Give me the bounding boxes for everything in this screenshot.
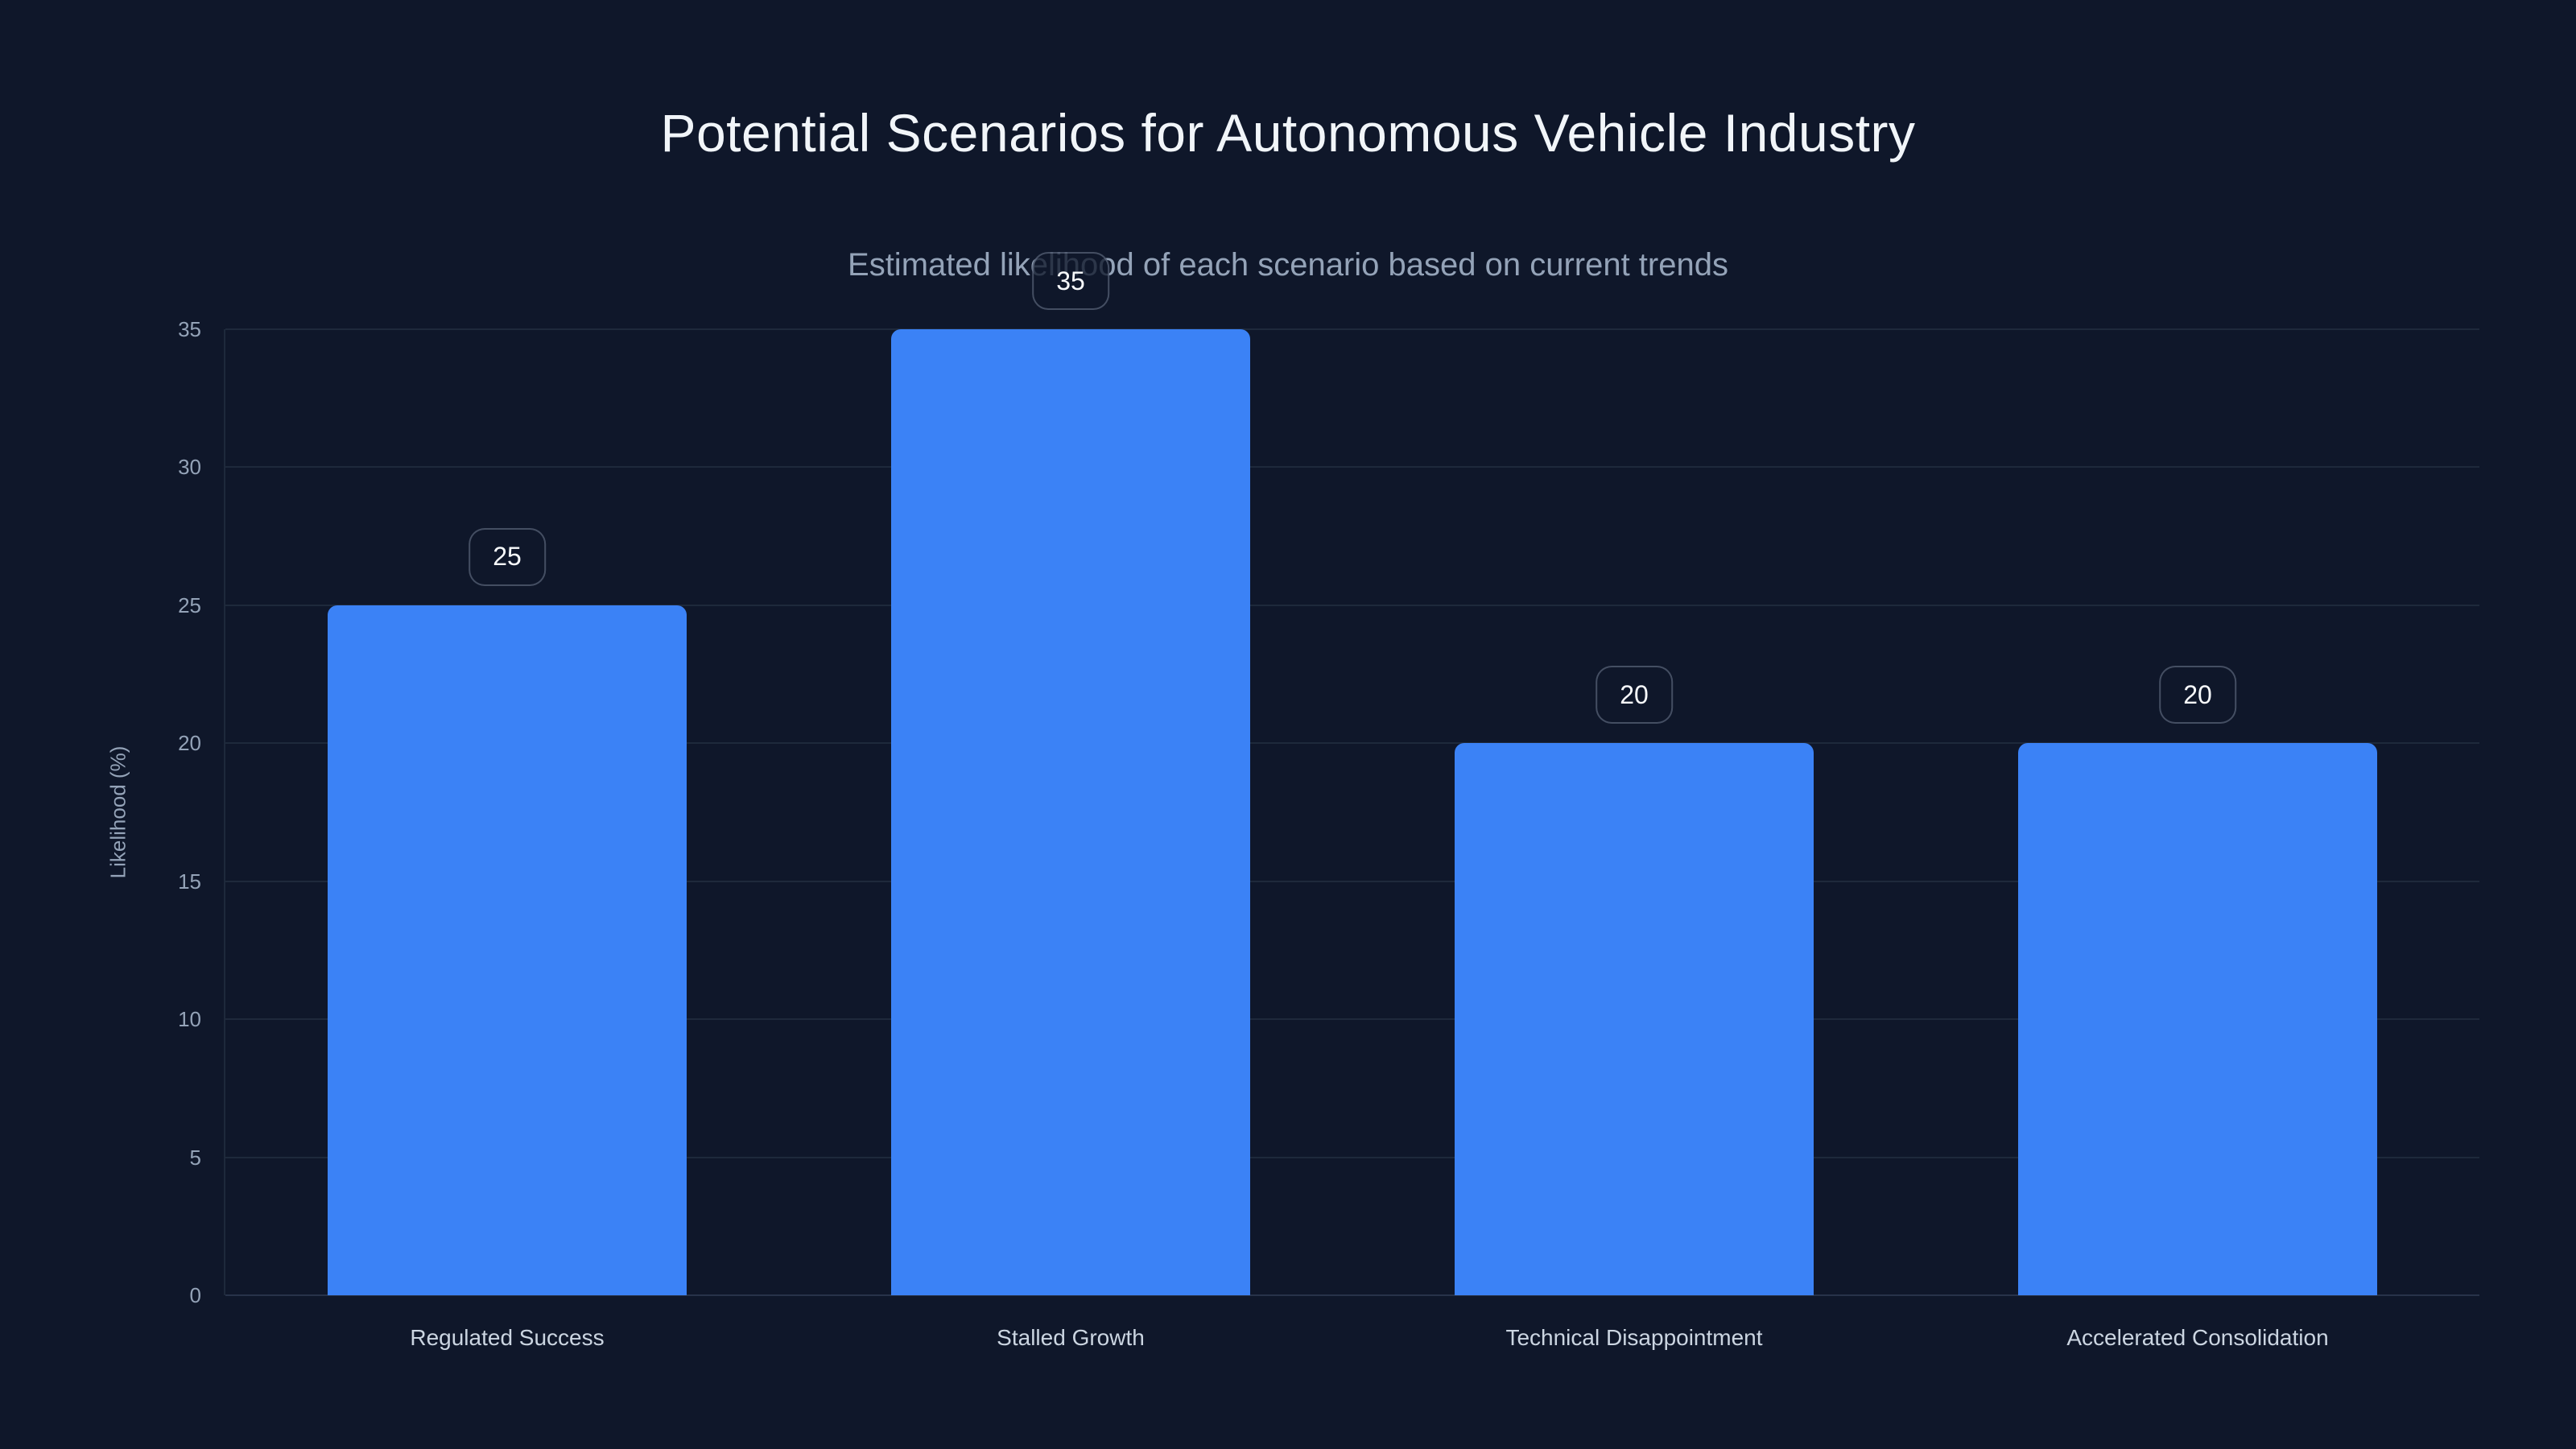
x-axis-label: Accelerated Consolidation [2066, 1325, 2329, 1350]
y-axis-ticks: 0 5 10 15 20 25 30 35 [0, 317, 201, 1307]
y-tick-label: 25 [178, 592, 201, 617]
y-tick-label: 30 [178, 455, 201, 480]
bar-regulated-success[interactable] [328, 605, 687, 1295]
y-tick-label: 15 [178, 869, 201, 894]
plot-area: 25 Regulated Success 35 Stalled Growth 20 Tec… [224, 252, 2479, 1350]
bar-technical-disappointment[interactable] [1455, 743, 1814, 1295]
x-axis-label: Regulated Success [410, 1325, 605, 1350]
chart-subtitle: Estimated likelihood of each scenario ba… [848, 247, 1728, 283]
gridline [225, 1156, 2479, 1158]
gridline [225, 1018, 2479, 1021]
gridline [225, 880, 2479, 882]
value-badge: 35 [1032, 252, 1109, 310]
gridline [225, 742, 2479, 745]
bar-stalled-growth[interactable] [891, 329, 1250, 1295]
y-axis-title: Likelihood (%) [105, 745, 130, 879]
gridline [225, 466, 2479, 469]
value-badge: 20 [1596, 666, 1673, 724]
chart-title: Potential Scenarios for Autonomous Vehic… [660, 103, 1916, 163]
gridline [225, 604, 2479, 606]
y-tick-label: 10 [178, 1007, 201, 1032]
gridline [225, 1294, 2479, 1296]
y-tick-label: 5 [189, 1145, 201, 1170]
y-tick-label: 20 [178, 731, 201, 756]
bar-accelerated-consolidation[interactable] [2018, 743, 2377, 1295]
x-axis-label: Technical Disappointment [1505, 1325, 1763, 1350]
y-tick-label: 0 [189, 1283, 201, 1307]
value-badge: 20 [2159, 666, 2236, 724]
y-tick-label: 35 [178, 317, 201, 341]
y-axis-line [224, 329, 225, 1295]
value-badge: 25 [469, 527, 546, 586]
gridline [225, 328, 2479, 330]
x-axis-label: Stalled Growth [997, 1325, 1145, 1350]
